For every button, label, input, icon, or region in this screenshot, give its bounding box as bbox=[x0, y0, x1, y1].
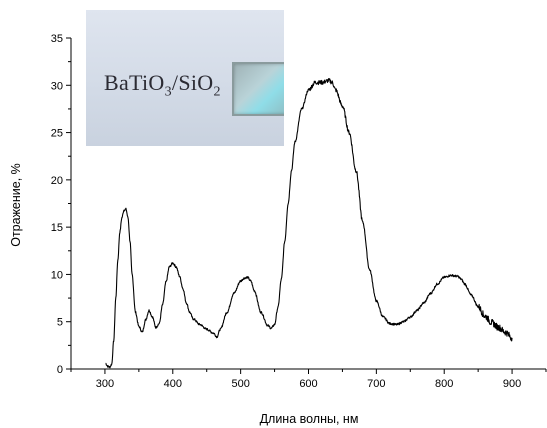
sample-chip-image bbox=[232, 62, 284, 116]
y-tick-label-35: 35 bbox=[51, 33, 63, 45]
chart-tick-labels: 300 400 500 600 700 800 900 0 5 10 15 20 25 30 35 bbox=[51, 33, 522, 390]
y-tick-label-25: 25 bbox=[51, 128, 63, 140]
y-tick-label-5: 5 bbox=[57, 317, 63, 329]
y-tick-label-20: 20 bbox=[51, 175, 63, 187]
x-tick-label-500: 500 bbox=[231, 378, 249, 390]
chart-ticks bbox=[66, 37, 547, 374]
series-line-reflectance bbox=[105, 78, 513, 369]
y-tick-label-30: 30 bbox=[51, 80, 63, 92]
y-tick-label-0: 0 bbox=[57, 364, 63, 376]
x-tick-label-700: 700 bbox=[367, 378, 385, 390]
x-tick-label-400: 400 bbox=[164, 378, 182, 390]
y-tick-label-15: 15 bbox=[51, 222, 63, 234]
x-tick-label-900: 900 bbox=[503, 378, 521, 390]
y-tick-label-10: 10 bbox=[51, 269, 63, 281]
y-axis-title: Отражение, % bbox=[9, 163, 23, 247]
x-axis-title: Длина волны, нм bbox=[260, 412, 359, 426]
x-tick-label-300: 300 bbox=[96, 378, 114, 390]
x-tick-label-800: 800 bbox=[435, 378, 453, 390]
inset-formula-label: BaTiO3/SiO2 bbox=[104, 70, 221, 100]
x-tick-label-600: 600 bbox=[299, 378, 317, 390]
sample-photo-inset: BaTiO3/SiO2 bbox=[86, 10, 284, 146]
